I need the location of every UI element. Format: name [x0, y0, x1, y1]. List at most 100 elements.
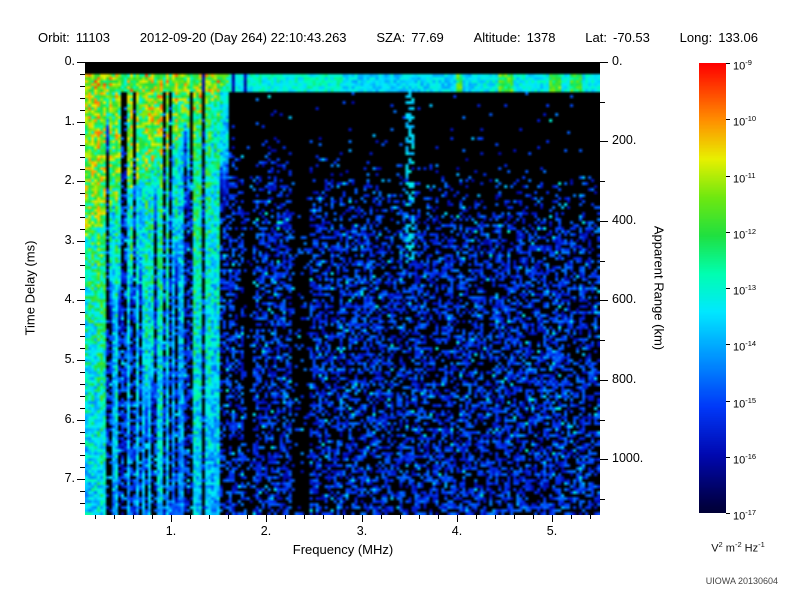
x-axis-minor-tick [247, 515, 248, 519]
y-axis-tick [77, 122, 85, 123]
x-axis-minor-tick [419, 515, 420, 519]
y-axis-minor-tick [80, 265, 85, 266]
y-axis-minor-tick [80, 384, 85, 385]
y-axis-minor-tick [80, 408, 85, 409]
y-axis-right-tick-label: 200. [612, 133, 637, 147]
x-axis-tick [266, 515, 267, 522]
y-axis-right-tick [600, 459, 608, 460]
y-axis-tick [77, 300, 85, 301]
y-axis-title-left: Time Delay (ms) [22, 240, 38, 336]
colorbar-tick [726, 176, 730, 177]
y-axis-right-minor-tick [600, 499, 605, 500]
x-axis-minor-tick [209, 515, 210, 519]
x-axis-minor-tick [590, 515, 591, 519]
y-axis-minor-tick [80, 336, 85, 337]
x-axis-minor-tick [95, 515, 96, 519]
y-axis-right-minor-tick [600, 340, 605, 341]
y-axis-right-minor-tick [600, 420, 605, 421]
y-axis-minor-tick [80, 145, 85, 146]
y-axis-tick-label: 1. [64, 114, 75, 128]
header-field-label: Altitude: [473, 30, 521, 45]
x-axis-tick-label: 3. [356, 524, 368, 538]
y-axis-right-tick-label: 600. [612, 292, 637, 306]
y-axis-minor-tick [80, 134, 85, 135]
y-axis-minor-tick [80, 74, 85, 75]
x-axis-tick [362, 515, 363, 522]
y-axis-minor-tick [80, 348, 85, 349]
y-axis-right-tick-label: 0. [612, 54, 623, 68]
x-axis-tick-label: 4. [451, 524, 463, 538]
y-axis-right-minor-tick [600, 261, 605, 262]
x-axis-minor-tick [343, 515, 344, 519]
header-field-value: 2012-09-20 (Day 264) 22:10:43.263 [139, 30, 347, 45]
colorbar-tick [726, 63, 730, 64]
x-axis-tick-label: 2. [260, 524, 272, 538]
y-axis-right-tick [600, 300, 608, 301]
header-field-label: Orbit: [38, 30, 70, 45]
y-axis-minor-tick [80, 205, 85, 206]
y-axis-minor-tick [80, 110, 85, 111]
y-axis-right-minor-tick [600, 102, 605, 103]
y-axis-minor-tick [80, 98, 85, 99]
header-field-value: -70.53 [612, 30, 650, 45]
y-axis-minor-tick [80, 312, 85, 313]
watermark: UIOWA 20130604 [705, 576, 778, 586]
spectrogram-canvas [85, 62, 600, 515]
x-axis-minor-tick [133, 515, 134, 519]
header-field-value: 11103 [75, 30, 111, 45]
y-axis-minor-tick [80, 169, 85, 170]
colorbar-tick [726, 344, 730, 345]
y-axis-minor-tick [80, 491, 85, 492]
y-axis-minor-tick [80, 253, 85, 254]
colorbar [699, 63, 726, 513]
x-axis-tick [457, 515, 458, 522]
x-axis-minor-tick [114, 515, 115, 519]
colorbar-tick-label: 10-14 [733, 339, 757, 354]
x-axis-minor-tick [533, 515, 534, 519]
colorbar-tick-label: 10-10 [733, 114, 757, 129]
colorbar-tick [726, 232, 730, 233]
y-axis-minor-tick [80, 432, 85, 433]
y-axis-tick-label: 7. [64, 471, 75, 485]
y-axis-minor-tick [80, 503, 85, 504]
x-axis-minor-tick [476, 515, 477, 519]
y-axis-right-tick [600, 62, 608, 63]
colorbar-unit-label: V2 m-2 Hz-1 [711, 540, 765, 555]
header-field: SZA: 77.69 [376, 30, 443, 45]
y-axis-minor-tick [80, 193, 85, 194]
y-axis-right-tick-label: 1000. [612, 451, 644, 465]
y-axis-tick-label: 4. [64, 292, 75, 306]
header-readout: Orbit: 11103 2012-09-20 (Day 264) 22:10:4… [38, 30, 758, 45]
y-axis-tick-label: 6. [64, 412, 75, 426]
y-axis-minor-tick [80, 157, 85, 158]
y-axis-tick [77, 360, 85, 361]
y-axis-tick-label: 5. [64, 352, 75, 366]
x-axis-minor-tick [285, 515, 286, 519]
x-axis-minor-tick [228, 515, 229, 519]
y-axis-tick [77, 420, 85, 421]
y-axis-right-tick-label: 800. [612, 372, 637, 386]
y-axis-tick-label: 0. [64, 54, 75, 68]
colorbar-tick [726, 457, 730, 458]
x-axis-minor-tick [152, 515, 153, 519]
header-field-label: SZA: [376, 30, 406, 45]
header-field-value: 1378 [526, 30, 556, 45]
header-field: Altitude: 1378 [474, 30, 556, 45]
colorbar-tick [726, 401, 730, 402]
colorbar-tick-label: 10-12 [733, 227, 757, 242]
colorbar-tick-label: 10-13 [733, 283, 757, 298]
y-axis-minor-tick [80, 396, 85, 397]
y-axis-minor-tick [80, 324, 85, 325]
colorbar-tick-label: 10-16 [733, 452, 757, 467]
y-axis-tick [77, 479, 85, 480]
y-axis-minor-tick [80, 443, 85, 444]
header-field: Lat: -70.53 [585, 30, 650, 45]
y-axis-right-tick [600, 141, 608, 142]
header-field-value: 133.06 [718, 30, 758, 45]
x-axis-tick-label: 5. [546, 524, 558, 538]
y-axis-minor-tick [80, 467, 85, 468]
x-axis-tick [171, 515, 172, 522]
y-axis-right-tick [600, 221, 608, 222]
x-axis-minor-tick [400, 515, 401, 519]
